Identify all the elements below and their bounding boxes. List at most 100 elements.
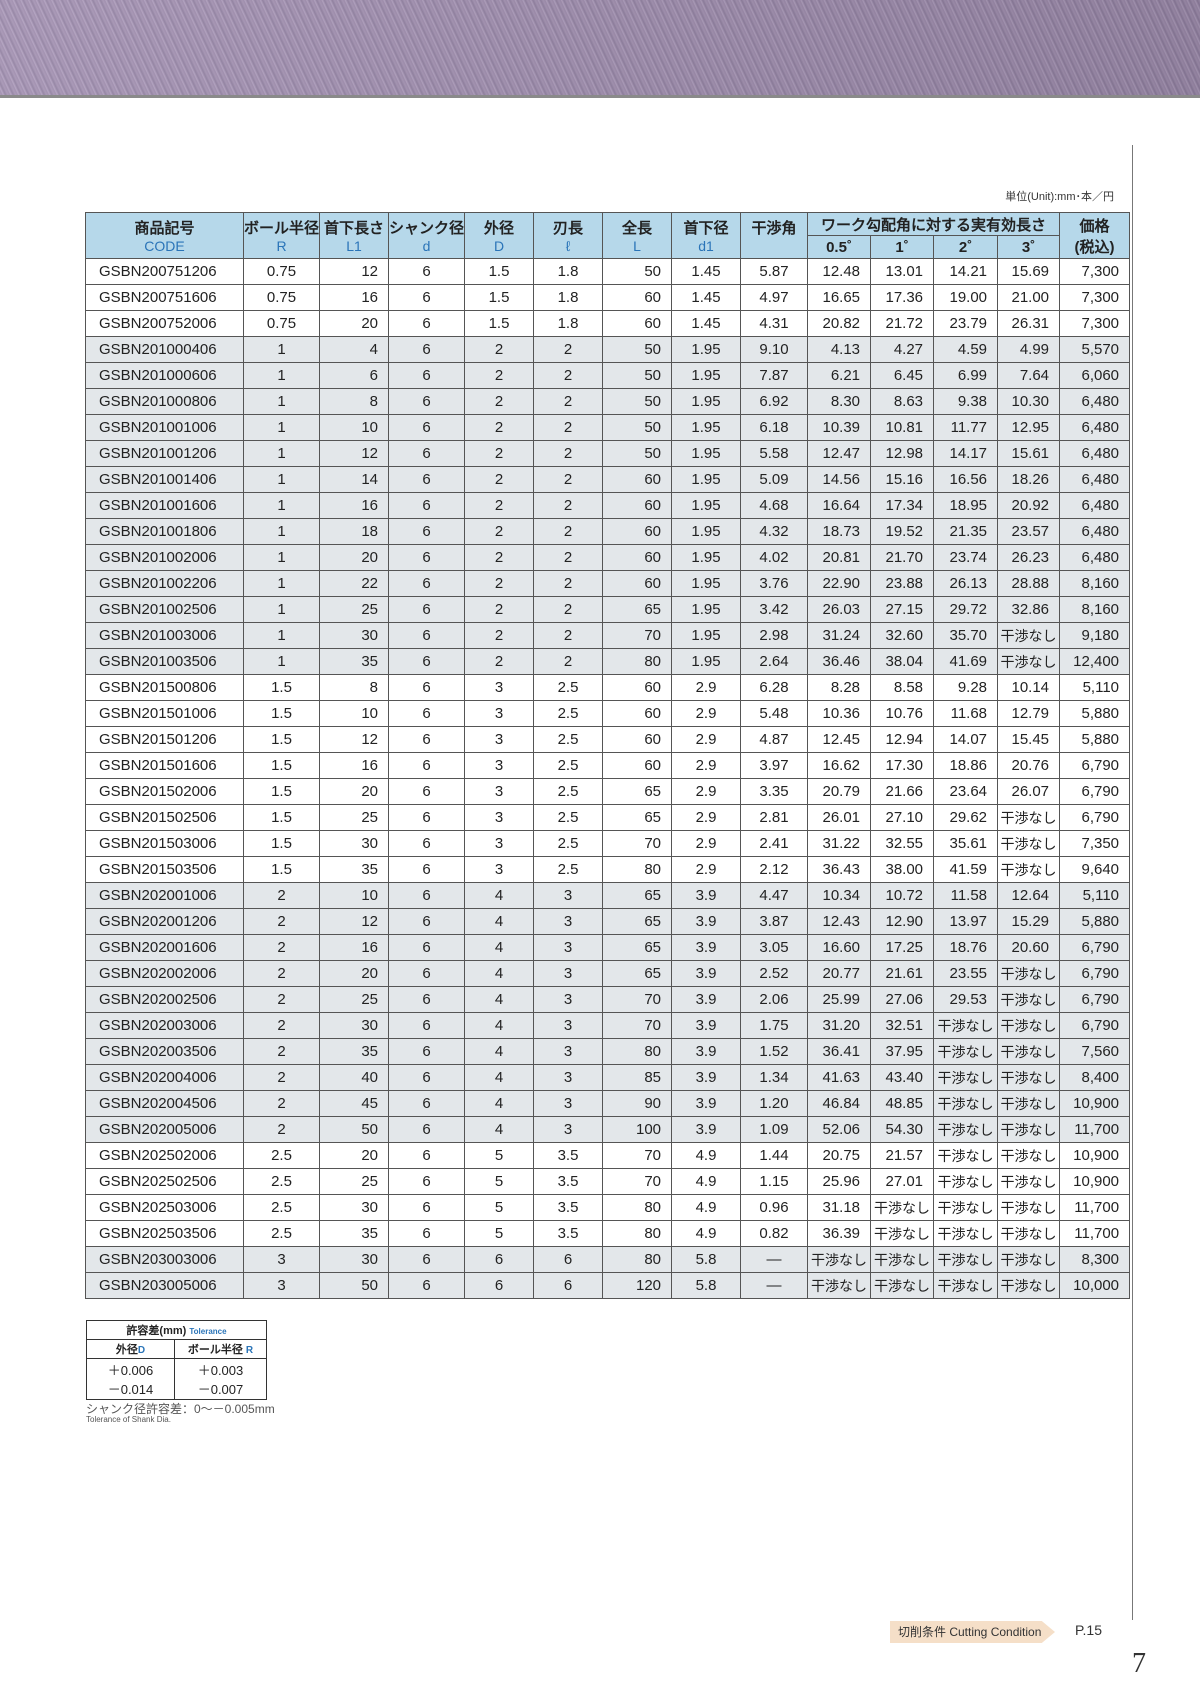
cell-code: GSBN203003006 (85, 1246, 244, 1273)
cell-overall-length: 90 (602, 1090, 673, 1117)
cell-r: 2.5 (242, 1194, 321, 1221)
cell-code: GSBN202004506 (85, 1090, 244, 1117)
cutting-condition-link[interactable]: 切削条件 Cutting Condition (890, 1621, 1055, 1643)
cell-neck-dia: 1.95 (671, 518, 742, 545)
cell-eff-2: 干渉なし (933, 1220, 999, 1247)
cell-eff-3: 干渉なし (997, 1246, 1061, 1273)
cell-shank: 6 (388, 804, 466, 831)
table-row: GSBN200751606 0.75 16 6 1.5 1.8 60 1.45 4.97 16.6… (85, 284, 1131, 311)
cell-price: 7,560 (1059, 1038, 1131, 1065)
col-eff-1: 1˚ (870, 235, 935, 259)
table-row: GSBN203005006 3 50 6 6 6 120 5.8— 干渉なし 干渉なし 干渉なし 干渉… (85, 1272, 1131, 1299)
table-row: GSBN202502506 2.5 25 6 5 3.5 70 4.9 1.15 25.96 27.… (85, 1168, 1131, 1195)
cell-shank: 6 (388, 310, 466, 337)
cell-eff-2: 23.79 (933, 310, 999, 337)
cell-eff-1: 6.45 (870, 362, 935, 389)
cell-overall-length: 70 (602, 1012, 673, 1039)
cell-angle: 9.10 (740, 336, 809, 363)
cell-eff-05: 25.96 (807, 1168, 872, 1195)
cell-code: GSBN201001206 (85, 440, 244, 467)
cell-code: GSBN201501206 (85, 726, 244, 753)
cell-l1: 25 (319, 1168, 390, 1195)
cell-eff-05: 26.03 (807, 596, 872, 623)
cell-l1: 20 (319, 960, 390, 987)
cell-flute-length: 3.5 (533, 1168, 604, 1195)
cell-neck-dia: 3.9 (671, 908, 742, 935)
cell-eff-05: 20.79 (807, 778, 872, 805)
cell-eff-05: 25.99 (807, 986, 872, 1013)
cell-price: 6,790 (1059, 1012, 1131, 1039)
cell-overall-length: 60 (602, 544, 673, 571)
cell-price: 6,790 (1059, 960, 1131, 987)
cell-l1: 45 (319, 1090, 390, 1117)
cell-outer-dia: 5 (464, 1194, 535, 1221)
cell-outer-dia: 3 (464, 830, 535, 857)
cell-r: 1.5 (242, 700, 321, 727)
cell-r: 0.75 (242, 258, 321, 285)
page-number: 7 (1132, 1648, 1146, 1679)
cell-eff-3: 10.14 (997, 674, 1061, 701)
cell-price: 5,880 (1059, 700, 1131, 727)
cell-r: 1 (242, 544, 321, 571)
cell-code: GSBN202001206 (85, 908, 244, 935)
cell-eff-2: 29.72 (933, 596, 999, 623)
cell-code: GSBN201001806 (85, 518, 244, 545)
cell-angle: 0.96 (740, 1194, 809, 1221)
cell-eff-3: 26.23 (997, 544, 1061, 571)
cell-eff-1: 17.36 (870, 284, 935, 311)
cell-eff-2: 干渉なし (933, 1272, 999, 1299)
cell-neck-dia: 2.9 (671, 830, 742, 857)
cell-eff-2: 干渉なし (933, 1246, 999, 1273)
cell-r: 1.5 (242, 726, 321, 753)
cell-l1: 35 (319, 648, 390, 675)
cell-l1: 10 (319, 882, 390, 909)
cell-flute-length: 2 (533, 388, 604, 415)
table-row: GSBN202002006 2 20 6 4 3 65 3.9 2.52 20.77 21.61 23… (85, 960, 1131, 987)
cell-overall-length: 60 (602, 492, 673, 519)
cell-l1: 8 (319, 388, 390, 415)
cell-eff-1: 12.98 (870, 440, 935, 467)
table-row: GSBN202004006 2 40 6 4 3 85 3.9 1.34 41.63 43.40 干渉… (85, 1064, 1131, 1091)
cell-outer-dia: 4 (464, 1038, 535, 1065)
cell-angle: 4.02 (740, 544, 809, 571)
cell-eff-3: 20.92 (997, 492, 1061, 519)
cell-angle: 5.87 (740, 258, 809, 285)
cell-neck-dia: 4.9 (671, 1220, 742, 1247)
cell-eff-05: 8.30 (807, 388, 872, 415)
cell-eff-1: 干渉なし (870, 1246, 935, 1273)
cell-price: 6,480 (1059, 414, 1131, 441)
cell-r: 1 (242, 388, 321, 415)
cell-eff-05: 41.63 (807, 1064, 872, 1091)
cell-neck-dia: 1.95 (671, 388, 742, 415)
cell-eff-3: 15.45 (997, 726, 1061, 753)
cell-code: GSBN202502006 (85, 1142, 244, 1169)
cell-flute-length: 3.5 (533, 1142, 604, 1169)
page-reference[interactable]: P.15 (1075, 1622, 1102, 1638)
cell-overall-length: 60 (602, 284, 673, 311)
tolerance-col-r: ボール半径 R (174, 1339, 267, 1359)
col-neck-en: d1 (698, 238, 714, 254)
cell-eff-2: 41.59 (933, 856, 999, 883)
cell-overall-length: 60 (602, 700, 673, 727)
cell-eff-1: 27.06 (870, 986, 935, 1013)
cell-code: GSBN201001406 (85, 466, 244, 493)
cell-code: GSBN202502506 (85, 1168, 244, 1195)
cell-flute-length: 6 (533, 1272, 604, 1299)
cell-code: GSBN202002506 (85, 986, 244, 1013)
cell-r: 1 (242, 648, 321, 675)
cell-eff-05: 干渉なし (807, 1246, 872, 1273)
cell-l1: 20 (319, 310, 390, 337)
cell-r: 2 (242, 882, 321, 909)
cell-eff-2: 21.35 (933, 518, 999, 545)
cell-eff-1: 43.40 (870, 1064, 935, 1091)
cell-angle: 6.92 (740, 388, 809, 415)
cell-neck-dia: 1.95 (671, 362, 742, 389)
col-angle-jp: 干渉角 (751, 220, 797, 237)
cell-eff-3: 干渉なし (997, 1194, 1061, 1221)
cell-overall-length: 70 (602, 986, 673, 1013)
cell-price: 6,480 (1059, 466, 1131, 493)
cell-eff-05: 26.01 (807, 804, 872, 831)
cell-r: 1 (242, 336, 321, 363)
cell-flute-length: 3 (533, 1038, 604, 1065)
cell-flute-length: 2.5 (533, 726, 604, 753)
